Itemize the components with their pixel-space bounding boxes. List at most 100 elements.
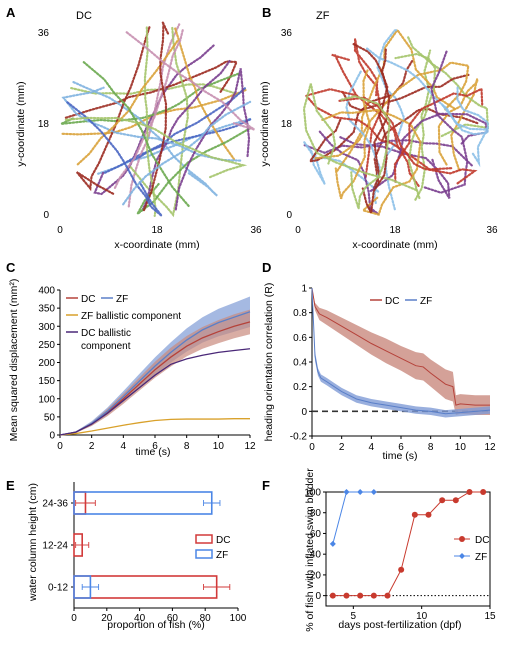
e-xtick-label: 80	[200, 613, 212, 624]
f-legend-dc: DC	[475, 535, 489, 546]
trajectory-path	[75, 26, 151, 195]
trajectory-path	[82, 61, 190, 207]
f-xlabel: days post-fertilization (dpf)	[338, 619, 461, 631]
f-point-dc	[343, 592, 350, 599]
f-point-dc	[439, 497, 446, 504]
e-xtick-label: 100	[230, 613, 247, 624]
c-xtick-label: 0	[57, 441, 63, 452]
b-xtick-0: 0	[295, 225, 301, 236]
e-legend-zf: ZF	[216, 550, 228, 561]
f-ytick-label: 100	[304, 488, 321, 499]
c-xtick-label: 8	[184, 441, 190, 452]
f-ytick-label: 80	[310, 508, 322, 519]
d-xlabel: time (s)	[383, 450, 418, 462]
swim-bladder-plot: 0 20 40 60 80 100 5 10 15	[304, 488, 496, 623]
c-ytick-label: 100	[38, 394, 55, 405]
c-ylabel: Mean squared displacement (mm²)	[8, 279, 20, 442]
c-ytick-label: 50	[44, 412, 56, 423]
c-legend-dc-ballistic-2: component	[81, 341, 131, 352]
d-line-zf	[311, 287, 491, 415]
trajectory-path	[127, 23, 181, 208]
f-point-zf	[329, 540, 336, 547]
e-legend-swatch-dc	[195, 534, 213, 544]
trajectory-path	[142, 21, 170, 212]
panel-letter-c: C	[6, 260, 16, 275]
c-ytick-label: 150	[38, 376, 55, 387]
trajectory-path	[128, 26, 189, 218]
trajectory-path	[93, 44, 215, 196]
f-line-zf	[332, 491, 374, 544]
a-ytick-18: 18	[38, 119, 50, 130]
d-band-dc	[312, 288, 490, 416]
c-xtick-label: 2	[89, 441, 95, 452]
d-ytick-label: 1	[301, 284, 307, 295]
trajectory-path	[122, 100, 252, 206]
d-legend-dc: DC	[385, 296, 399, 307]
f-ylabel: % of fish with inflated swim bladder	[304, 468, 316, 632]
b-ytick-18: 18	[281, 119, 293, 130]
trajectory-path	[340, 95, 391, 209]
f-point-dc	[357, 592, 364, 599]
e-legend: DC ZF	[195, 534, 230, 561]
trajectory-path	[141, 59, 231, 212]
trajectory-path	[61, 89, 247, 136]
d-ytick-label: 0.2	[293, 382, 307, 393]
trajectory-path	[336, 28, 457, 172]
trajectory-path	[103, 118, 252, 174]
c-legend-dc: DC	[81, 294, 95, 305]
c-ytick-label: 250	[38, 340, 55, 351]
d-xtick-label: 8	[428, 442, 434, 453]
c-xtick-label: 12	[244, 441, 256, 452]
a-ytick-0: 0	[43, 210, 49, 221]
a-xtick-36: 36	[250, 225, 262, 236]
trajectory-path	[422, 50, 469, 194]
f-ytick-label: 40	[310, 550, 322, 561]
heading-correlation-plot: -0.200.20.40.60.810 2 4 6 8 10 12	[290, 284, 496, 454]
trajectory-path	[72, 81, 218, 197]
d-xtick-label: 6	[398, 442, 404, 453]
trajectory-path	[64, 60, 239, 119]
trajectory-path	[143, 26, 157, 217]
b-ytick-36: 36	[281, 28, 293, 39]
d-ylabel: heading orientation correlation (R)	[263, 283, 275, 442]
d-xtick-label: 2	[339, 442, 345, 453]
a-xtick-18: 18	[151, 225, 163, 236]
f-point-dc	[329, 592, 336, 599]
panel-a-subtitle: DC	[76, 10, 92, 22]
e-category-label: 24-36	[42, 499, 68, 510]
f-point-dc	[411, 511, 418, 518]
e-ylabel: water column height (cm)	[27, 483, 39, 602]
f-point-dc	[384, 592, 391, 599]
f-point-dc	[480, 489, 487, 495]
msd-plot: 0 50 100 150 200 250 300 350 400 0 2 4 6 8 10 12	[38, 286, 256, 453]
b-xlabel: x-coordinate (mm)	[352, 239, 437, 251]
trajectory-path	[334, 69, 371, 200]
trajectory-path	[125, 31, 256, 131]
e-category-label: 12-24	[42, 541, 68, 552]
f-ytick-label: 20	[310, 570, 322, 581]
d-ytick-label: 0.4	[293, 358, 307, 369]
a-xtick-0: 0	[57, 225, 63, 236]
a-ytick-36: 36	[38, 28, 50, 39]
trajectory-path	[414, 49, 432, 201]
f-xtick-label: 5	[351, 611, 357, 622]
f-point-dc	[370, 592, 377, 599]
e-category-label: 0-12	[48, 583, 68, 594]
f-ytick-label: 0	[315, 591, 321, 602]
c-ytick-label: 200	[38, 358, 55, 369]
c-legend-dc-ballistic-1: DC ballistic	[81, 328, 131, 339]
c-line-series-2	[59, 418, 250, 436]
a-ylabel: y-coordinate (mm)	[15, 81, 27, 166]
water-column-bar-chart: 0 20 40 60 80 100 24-36 12-24 0-12	[42, 482, 247, 624]
trajectory-path	[174, 27, 235, 161]
trajectory-path	[321, 108, 422, 216]
trajectory-path	[304, 88, 453, 171]
panel-b-subtitle: ZF	[316, 10, 330, 22]
d-ytick-label: 0.6	[293, 333, 307, 344]
trajectory-path	[441, 86, 490, 136]
d-xtick-label: 10	[455, 442, 467, 453]
c-ytick-label: 300	[38, 322, 55, 333]
f-point-dc	[466, 489, 473, 495]
trajectory-path	[66, 101, 163, 217]
